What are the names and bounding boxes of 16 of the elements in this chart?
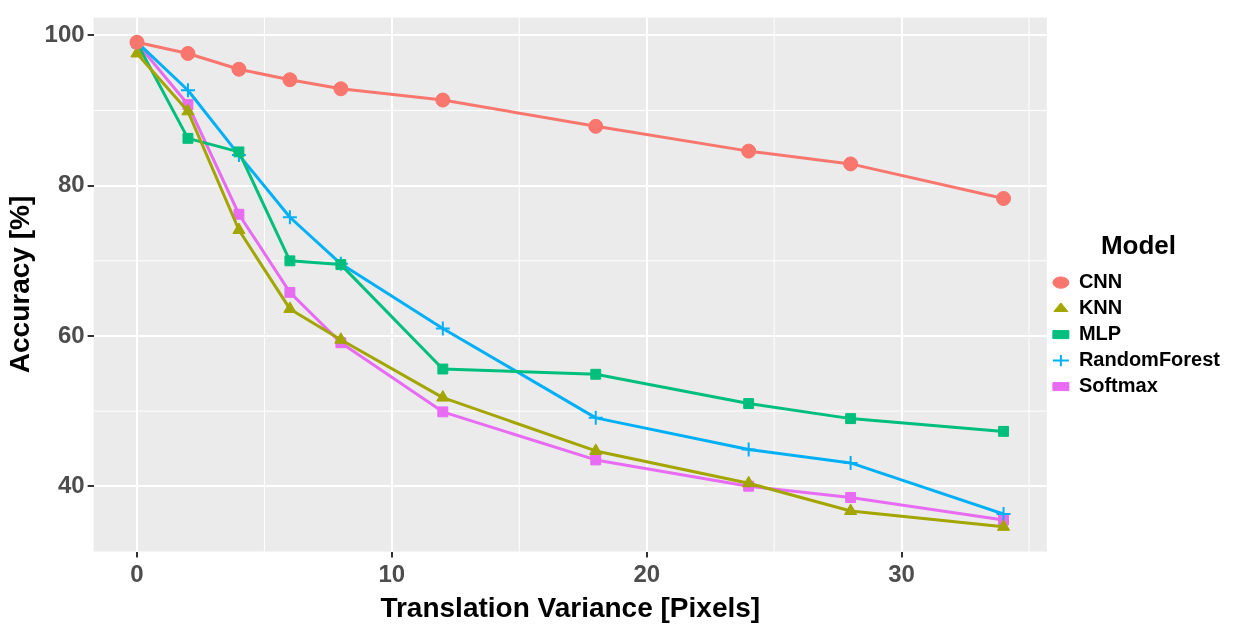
legend-label: Softmax [1078, 374, 1158, 397]
x-tick-label: 10 [378, 559, 406, 587]
legend-label: MLP [1078, 322, 1122, 345]
x-tick-label: 0 [130, 559, 144, 587]
legend-label: RandomForest [1078, 348, 1221, 371]
y-tick-label: 100 [44, 20, 85, 48]
x-tick-label: 30 [888, 559, 915, 587]
y-tick-label: 60 [57, 320, 85, 348]
legend-label: CNN [1078, 270, 1123, 293]
x-tick-label: 20 [633, 559, 661, 587]
legend-label: KNN [1078, 296, 1123, 319]
y-tick-label: 40 [57, 470, 85, 498]
y-axis-title: Accuracy [%] [3, 195, 35, 374]
x-axis-title: Translation Variance [Pixels] [380, 591, 761, 623]
legend-title: Model [1100, 229, 1176, 260]
y-tick-label: 80 [57, 170, 85, 198]
